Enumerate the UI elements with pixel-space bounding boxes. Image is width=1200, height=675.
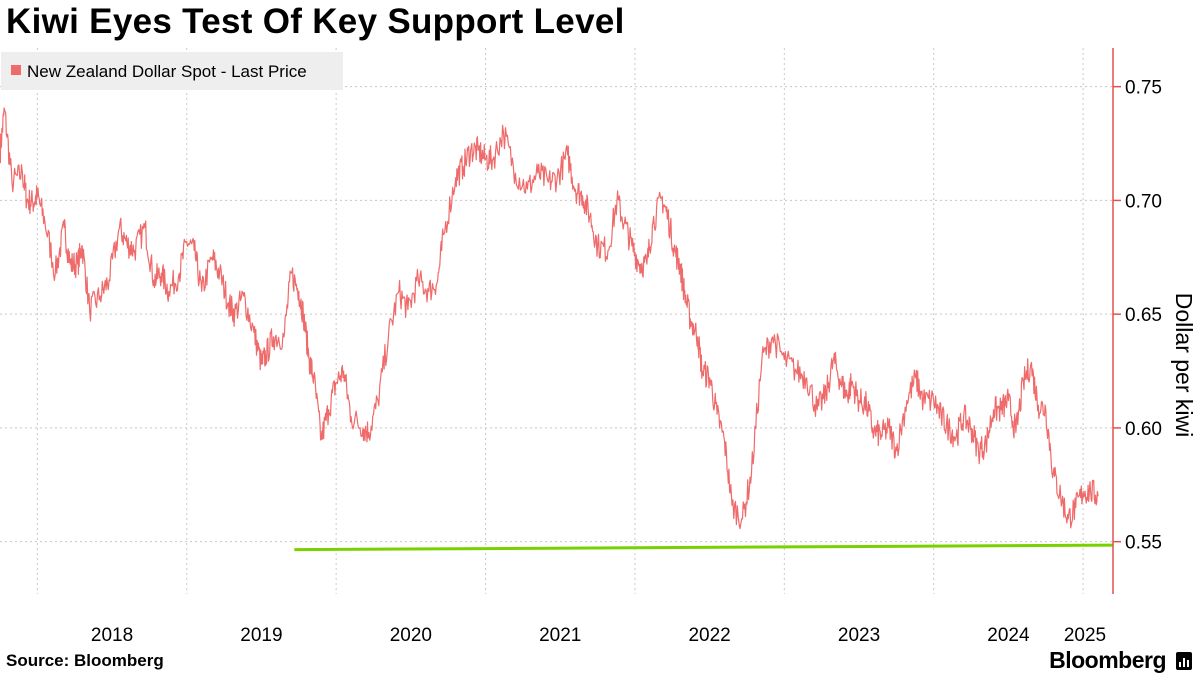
legend-label: New Zealand Dollar Spot - Last Price xyxy=(27,62,307,81)
bloomberg-logo: Bloomberg xyxy=(1049,647,1166,673)
y-tick-label: 0.60 xyxy=(1125,419,1162,440)
y-tick-label: 0.70 xyxy=(1125,191,1162,212)
series-layer xyxy=(0,107,1114,552)
x-tick-label: 2023 xyxy=(838,625,880,646)
support-level-line xyxy=(294,543,1114,552)
x-axis-ticks: 2018 2019 2020 2021 2022 2023 2024 2025 xyxy=(91,625,1106,646)
x-tick-label: 2021 xyxy=(539,625,581,646)
x-tick-label: 2025 xyxy=(1064,625,1106,646)
legend-swatch xyxy=(11,65,21,75)
legend-box xyxy=(1,52,343,90)
x-tick-label: 2022 xyxy=(688,625,730,646)
x-tick-label: 2020 xyxy=(390,625,432,646)
y-tick-label: 0.75 xyxy=(1125,78,1162,99)
source-note: Source: Bloomberg xyxy=(6,651,164,670)
y-axis-label: Dollar per kiwi xyxy=(1171,293,1197,437)
x-tick-label: 2024 xyxy=(987,625,1030,646)
legend: New Zealand Dollar Spot - Last Price xyxy=(1,52,343,90)
x-tick-label: 2019 xyxy=(240,625,282,646)
gridlines xyxy=(0,48,1113,594)
y-axis-ticks: 0.75 0.70 0.65 0.60 0.55 xyxy=(1113,78,1162,554)
bloomberg-terminal-icon xyxy=(1176,652,1192,670)
y-tick-label: 0.65 xyxy=(1125,305,1162,326)
chart-title: Kiwi Eyes Test Of Key Support Level xyxy=(6,2,625,41)
series-nzd-spot-line xyxy=(0,107,1099,530)
y-tick-label: 0.55 xyxy=(1125,533,1162,554)
x-tick-label: 2018 xyxy=(91,625,133,646)
